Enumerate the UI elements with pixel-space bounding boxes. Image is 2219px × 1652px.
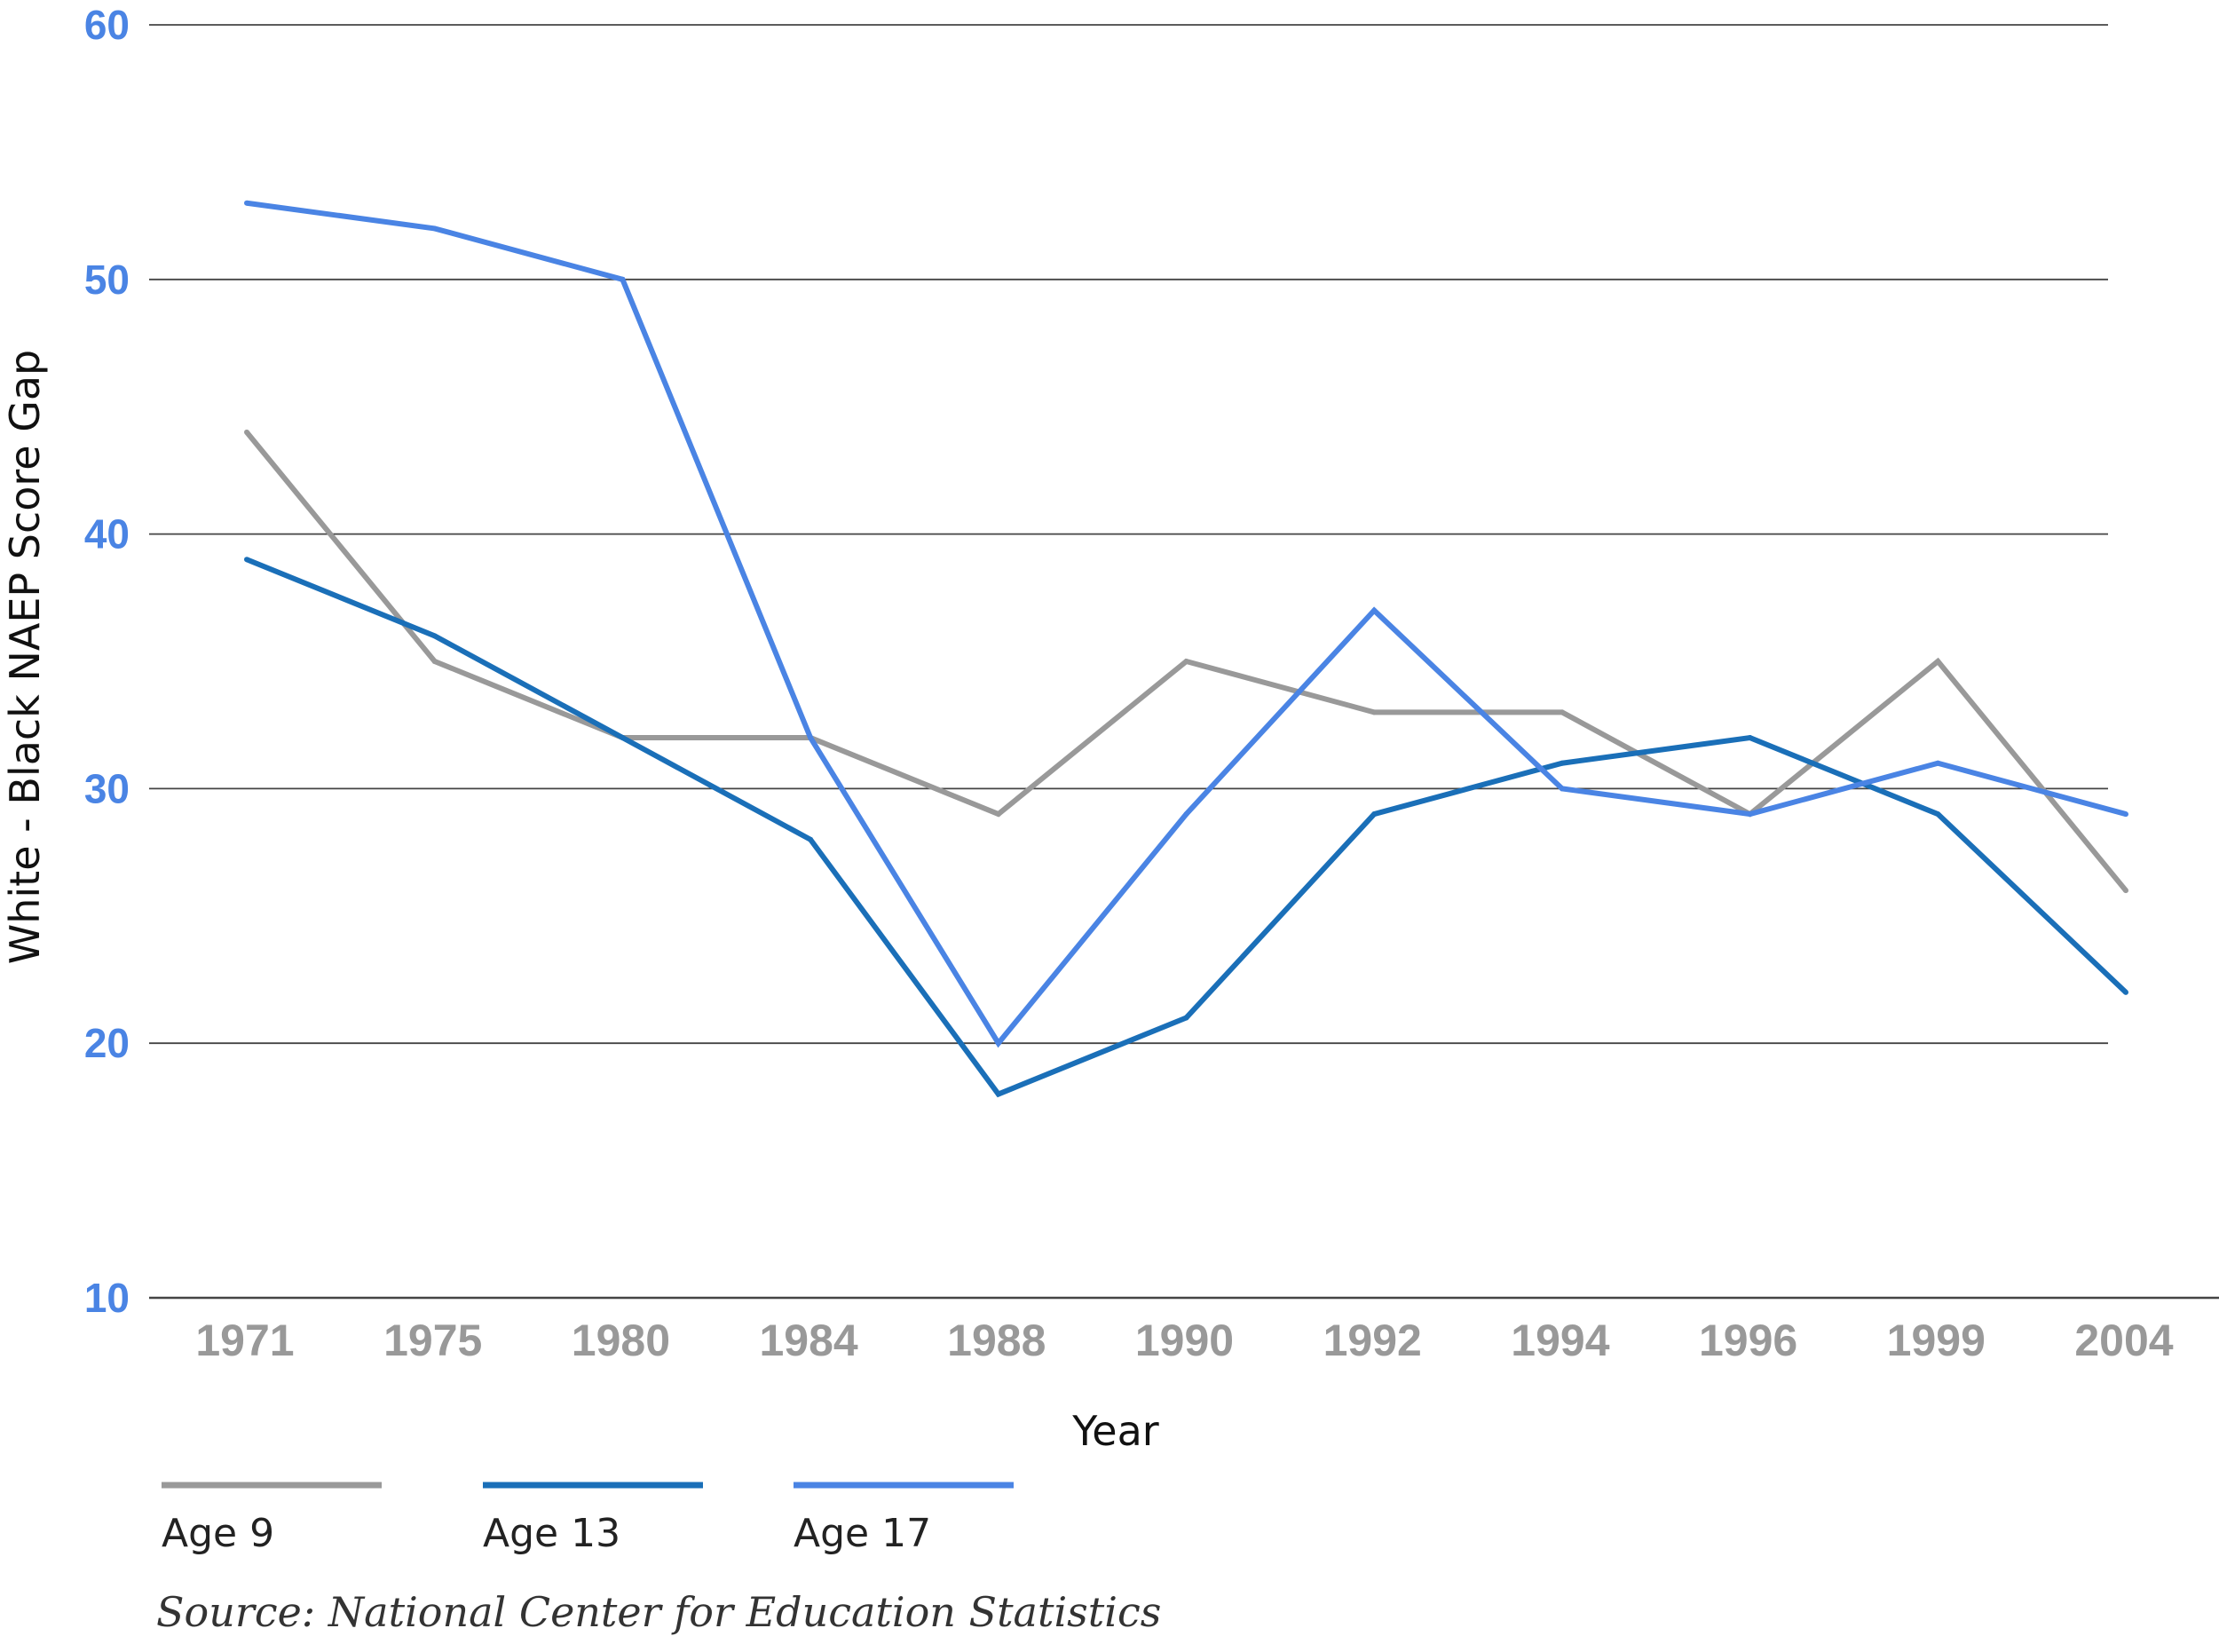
data-point [1747, 811, 1753, 818]
legend-label: Age 9 [162, 1511, 274, 1556]
data-point [431, 633, 438, 639]
y-tick-label: 50 [84, 257, 130, 303]
source-note: Source: National Center for Education St… [156, 1588, 1161, 1636]
data-point [808, 836, 814, 842]
data-point [244, 200, 249, 206]
data-point [1183, 811, 1189, 818]
x-axis-title: Year [1071, 1407, 1158, 1455]
series-line-age-13 [245, 557, 2128, 1098]
data-point [620, 735, 626, 741]
data-point [1183, 659, 1189, 664]
data-point [995, 1040, 1001, 1047]
data-point [431, 225, 438, 232]
data-point [431, 659, 438, 664]
x-tick-label: 1999 [1887, 1316, 1986, 1365]
data-point [1371, 811, 1378, 818]
data-point [1559, 760, 1565, 766]
data-point [1747, 735, 1753, 741]
data-point [1371, 709, 1378, 715]
data-point [244, 557, 249, 563]
x-tick-label: 1994 [1511, 1316, 1609, 1365]
x-tick-label: 1996 [1699, 1316, 1797, 1365]
x-tick-label: 1990 [1135, 1316, 1234, 1365]
y-tick-label: 60 [84, 2, 130, 48]
data-point [1371, 607, 1378, 613]
x-tick-label: 1980 [572, 1316, 670, 1365]
data-point [1935, 659, 1941, 664]
series-line-age-17 [246, 200, 2127, 1048]
data-point [995, 811, 1001, 818]
data-point [1559, 709, 1565, 715]
data-point [995, 1091, 1001, 1097]
data-point [2123, 811, 2128, 818]
gridlines [149, 24, 2219, 1300]
x-axis-ticks: 1971 1975 1980 1984 1988 1990 1992 1994 1996 1999… [195, 1316, 2173, 1365]
data-point [808, 735, 814, 741]
data-point [1935, 760, 1941, 766]
x-tick-label: 2004 [2074, 1316, 2173, 1365]
data-point [620, 276, 626, 282]
series-lines [244, 200, 2128, 1098]
x-tick-label: 1988 [947, 1316, 1046, 1365]
x-tick-label: 1984 [759, 1316, 857, 1365]
legend-label: Age 17 [794, 1511, 931, 1556]
y-axis-ticks: 10 20 30 40 50 60 [84, 2, 130, 1321]
legend: Age 9 Age 13 Age 17 [162, 1482, 1014, 1556]
data-point [1935, 811, 1941, 818]
data-point [244, 429, 249, 435]
data-point [1183, 1015, 1189, 1021]
x-tick-label: 1975 [383, 1316, 482, 1365]
y-tick-label: 10 [84, 1275, 130, 1321]
y-tick-label: 20 [84, 1020, 130, 1066]
y-tick-label: 40 [84, 511, 130, 557]
y-tick-label: 30 [84, 765, 130, 811]
data-point [1559, 786, 1565, 792]
data-point [2123, 989, 2128, 995]
data-point [2123, 888, 2128, 894]
x-tick-label: 1992 [1323, 1316, 1422, 1365]
x-tick-label: 1971 [195, 1316, 294, 1365]
y-axis-title: White - Black NAEP Score Gap [1, 350, 49, 964]
legend-label: Age 13 [483, 1511, 620, 1556]
